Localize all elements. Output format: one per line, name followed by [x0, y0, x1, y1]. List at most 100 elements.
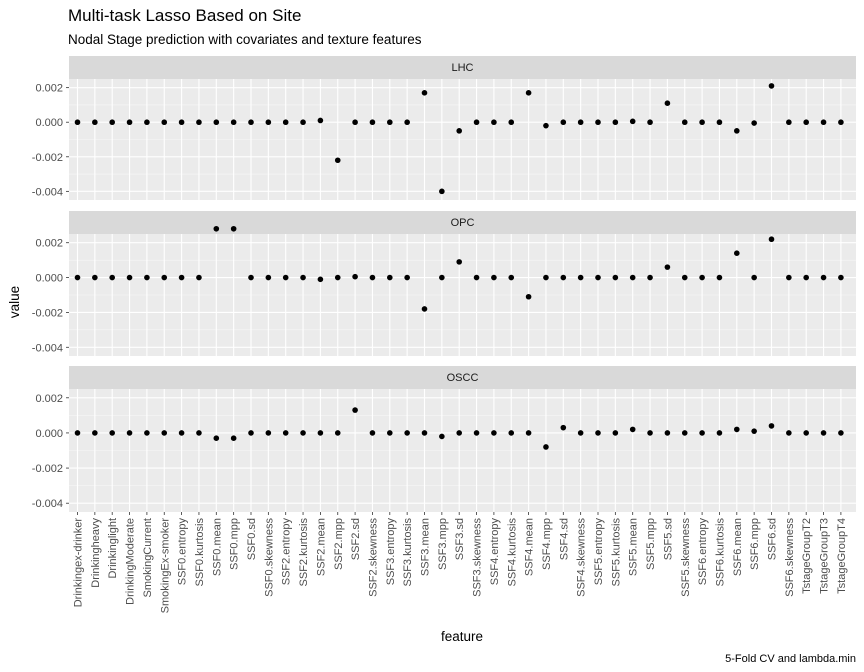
- data-point: [369, 430, 376, 436]
- x-tick-label: SSF3.entropy: [385, 518, 397, 586]
- data-point: [317, 430, 324, 436]
- data-point: [178, 119, 185, 126]
- data-point: [543, 122, 549, 129]
- facet-strip-label: OSCC: [447, 372, 479, 384]
- data-point: [404, 430, 410, 436]
- data-point: [265, 430, 272, 436]
- data-point: [230, 435, 237, 442]
- x-tick-label: SSF0.mpp: [229, 518, 241, 570]
- data-point: [577, 119, 584, 126]
- data-point: [74, 430, 81, 436]
- y-tick-label: -0.002: [32, 307, 63, 319]
- x-tick-label: SSF2.sd: [350, 518, 362, 560]
- data-point: [265, 274, 272, 281]
- data-point: [109, 119, 115, 126]
- x-tick-label: SSF4.kurtosis: [506, 518, 518, 587]
- facet-panels: LHC 0.002 0.000 -0.002 -0.004 OPC 0.002 0.000 -0…: [32, 56, 856, 512]
- data-point: [439, 188, 445, 195]
- y-tick-label: 0.002: [35, 238, 63, 250]
- facet-strip: [69, 366, 856, 389]
- data-point: [786, 274, 792, 281]
- data-point: [300, 119, 306, 126]
- data-point: [404, 274, 410, 281]
- x-tick-label: SSF6.mpp: [749, 518, 761, 570]
- data-point: [144, 274, 150, 281]
- data-point: [838, 119, 844, 126]
- x-tick-label: SSF3.mean: [420, 518, 432, 576]
- data-point: [612, 119, 619, 126]
- data-point: [456, 259, 463, 265]
- x-tick-label: DrinkingModerate: [125, 518, 137, 605]
- data-point: [664, 264, 671, 270]
- data-point: [265, 119, 272, 126]
- x-tick-label: TstageGroupT3: [819, 518, 831, 594]
- x-tick-label: SSF4.skewness: [576, 518, 588, 597]
- data-point: [838, 274, 844, 281]
- data-point: [751, 120, 757, 126]
- data-point: [595, 274, 601, 281]
- y-tick-label: 0.002: [35, 83, 63, 95]
- y-tick-label: -0.002: [32, 152, 63, 164]
- facet-strip-label: LHC: [451, 62, 473, 74]
- data-point: [387, 274, 393, 281]
- data-point: [699, 430, 705, 436]
- x-tick-label: SSF5.mpp: [645, 518, 657, 570]
- data-point: [647, 274, 653, 281]
- data-point: [178, 274, 185, 281]
- data-point: [213, 225, 220, 232]
- data-point: [734, 128, 740, 134]
- x-tick-label: SSF2.kurtosis: [298, 518, 310, 587]
- data-point: [473, 119, 480, 126]
- x-tick-label: SmokingEx-smoker: [159, 518, 171, 614]
- facet-strip: [69, 211, 856, 234]
- data-point: [404, 119, 410, 126]
- y-tick-label: 0.000: [35, 117, 63, 129]
- facet-panel-oscc: OSCC 0.002 0.000 -0.002 -0.004: [32, 366, 856, 512]
- data-point: [213, 435, 220, 442]
- data-point: [803, 274, 809, 281]
- data-point: [820, 119, 827, 126]
- data-point: [144, 430, 150, 436]
- data-point: [196, 119, 202, 126]
- x-tick-label: SSF2.mpp: [333, 518, 345, 570]
- data-point: [92, 430, 98, 436]
- x-tick-label: SSF0.entropy: [177, 518, 189, 586]
- data-point: [577, 430, 584, 436]
- data-point: [473, 430, 480, 436]
- data-point: [768, 236, 775, 243]
- y-tick-label: 0.000: [35, 273, 63, 285]
- x-tick-label: SSF6.kurtosis: [714, 518, 726, 587]
- x-tick-label: SmokingCurrent: [142, 518, 154, 597]
- data-point: [74, 119, 81, 126]
- data-point: [612, 274, 619, 281]
- data-point: [109, 274, 115, 281]
- data-point: [369, 274, 376, 281]
- data-point: [734, 426, 740, 433]
- data-point: [92, 119, 98, 126]
- data-point: [629, 118, 636, 125]
- data-point: [387, 430, 393, 436]
- data-point: [543, 274, 549, 281]
- data-point: [560, 424, 567, 431]
- data-point: [456, 128, 463, 134]
- data-point: [230, 225, 237, 232]
- data-point: [92, 274, 98, 281]
- data-point: [577, 274, 584, 281]
- data-point: [456, 430, 463, 436]
- x-tick-label: SSF0.kurtosis: [194, 518, 206, 587]
- data-point: [196, 274, 202, 281]
- data-point: [334, 157, 341, 164]
- data-point: [196, 430, 202, 436]
- data-point: [248, 274, 254, 281]
- y-tick-label: -0.004: [32, 186, 63, 198]
- x-tick-label: SSF2.mean: [315, 518, 327, 576]
- y-tick-label: -0.004: [32, 498, 63, 510]
- facet-panel-opc: OPC 0.002 0.000 -0.002 -0.004: [32, 211, 856, 356]
- data-point: [629, 274, 636, 281]
- x-tick-label: SSF3.sd: [454, 518, 466, 560]
- facet-strip-label: OPC: [451, 217, 475, 229]
- data-point: [560, 119, 567, 126]
- data-point: [144, 119, 150, 126]
- data-point: [126, 119, 133, 126]
- data-point: [629, 426, 636, 433]
